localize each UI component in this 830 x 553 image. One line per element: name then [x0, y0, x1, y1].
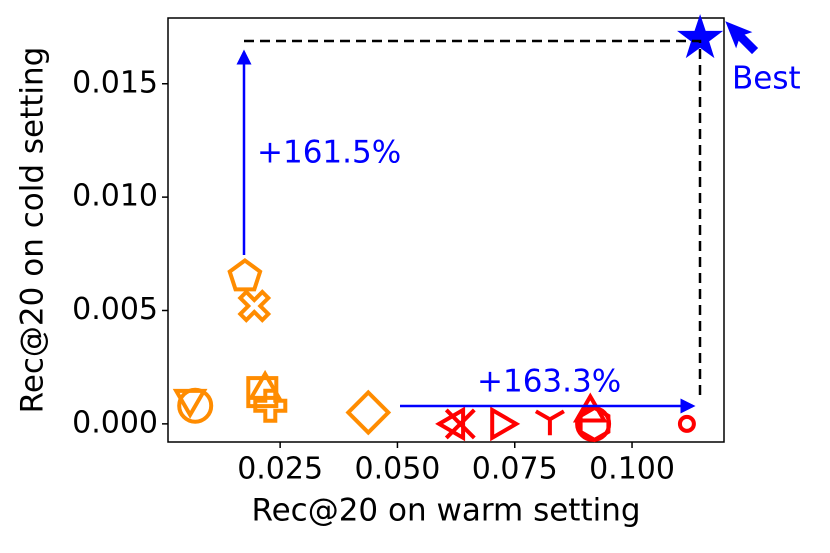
point — [177, 387, 214, 424]
point — [578, 405, 611, 443]
point — [345, 389, 392, 436]
annotation: +163.3% — [477, 364, 621, 400]
point — [490, 406, 521, 442]
point — [677, 14, 724, 59]
point — [227, 258, 263, 292]
dashed-guide — [244, 39, 702, 398]
y-axis-label: Rec@20 on cold setting — [15, 47, 51, 414]
x-tick-label: 0.025 — [237, 452, 323, 487]
x-tick-label: 0.075 — [472, 452, 558, 487]
best-arrow — [725, 21, 759, 55]
x-tick-label: 0.050 — [354, 452, 440, 487]
point — [253, 388, 288, 423]
point — [534, 409, 565, 436]
marks — [172, 14, 724, 443]
point — [444, 408, 476, 440]
y-tick-label: 0.000 — [72, 405, 158, 440]
plot-frame — [167, 17, 725, 443]
annotation: +161.5% — [257, 135, 401, 171]
y-tick-label: 0.010 — [72, 179, 158, 214]
y-tick-label: 0.015 — [72, 65, 158, 100]
x-axis-label: Rec@20 on warm setting — [251, 493, 640, 529]
x-tick-label: 0.100 — [589, 452, 675, 487]
point — [677, 414, 696, 433]
y-tick-label: 0.005 — [72, 292, 158, 327]
annotation: Best — [732, 61, 801, 97]
point — [237, 289, 272, 323]
